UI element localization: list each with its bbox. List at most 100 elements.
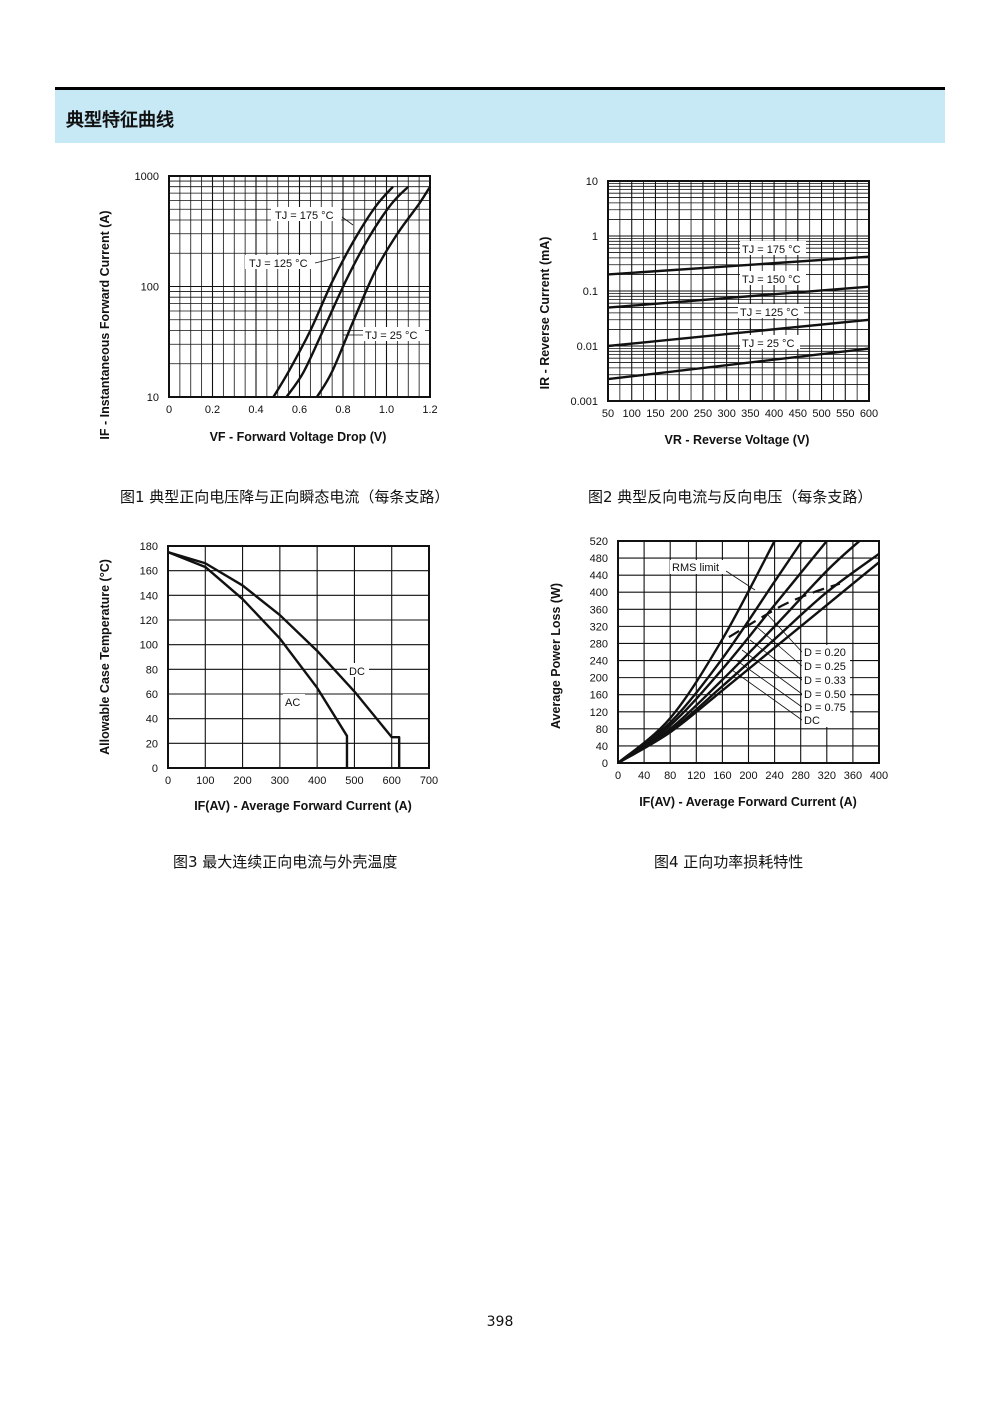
fig4-legend-d033: D = 0.33 (804, 675, 846, 687)
fig1-series-line-1 (285, 185, 410, 398)
fig4-y-tick: 520 (590, 536, 608, 548)
fig4-y-tick: 200 (590, 673, 608, 685)
fig2-x-tick: 200 (670, 408, 688, 420)
fig2-x-tick: 50 (602, 408, 614, 420)
fig3-y-axis-label: Allowable Case Temperature (°C) (98, 559, 112, 755)
fig2-y-tick: 0.1 (583, 286, 598, 298)
fig2-y-tick: 0.001 (570, 396, 598, 408)
fig4-x-tick: 0 (615, 770, 621, 782)
fig4-y-tick: 120 (590, 707, 608, 719)
fig3-y-tick: 140 (140, 590, 158, 602)
fig3-caption: 图3 最大连续正向电流与外壳温度 (173, 853, 398, 871)
fig4-series-group (617, 540, 880, 765)
fig1-y-tick: 100 (141, 282, 159, 294)
fig4-x-tick: 360 (844, 770, 862, 782)
fig4-legend-d020: D = 0.20 (804, 647, 846, 659)
fig2-series-group (607, 255, 870, 381)
fig2-legend-25: TJ = 25 °C (742, 338, 794, 350)
fig4-y-tick: 320 (590, 621, 608, 633)
fig1-x-axis-label: VF - Forward Voltage Drop (V) (210, 430, 387, 444)
fig1-y-tick: 10 (147, 392, 159, 404)
fig4-y-tick: 40 (596, 741, 608, 753)
fig1-x-tick: 1.0 (379, 404, 394, 416)
header-rule (55, 87, 945, 90)
fig3-legend-dc: DC (349, 666, 365, 678)
fig1-series-line-0 (272, 185, 394, 398)
fig3-y-tick: 160 (140, 566, 158, 578)
fig1-x-tick: 0.4 (248, 404, 263, 416)
fig4-y-tick: 400 (590, 587, 608, 599)
fig2-series-line-3 (607, 347, 870, 381)
fig4-series-line-6 (728, 582, 841, 639)
fig4-series-line-1 (617, 540, 803, 764)
fig2-annot-150: TJ = 150 °C (740, 271, 806, 286)
fig3-plot-frame (167, 545, 430, 769)
fig4-x-tick: 80 (664, 770, 676, 782)
fig1-x-tick: 0.2 (205, 404, 220, 416)
fig2-tick-labels: 50 100 150 200 250 300 350 400 450 500 550 600 0.001… (570, 176, 878, 420)
fig4-x-axis-label: IF(AV) - Average Forward Current (A) (639, 795, 857, 809)
fig3-tick-labels: 0 100 200 300 400 500 600 700 0 20 40 60 80 100 120 140… (140, 541, 439, 787)
fig4-y-axis-label: Average Power Loss (W) (549, 583, 563, 729)
fig4-legend-dc: DC (804, 715, 820, 727)
fig2-x-tick: 550 (836, 408, 854, 420)
fig3-y-tick: 80 (146, 664, 158, 676)
fig2-legend-125: TJ = 125 °C (740, 307, 799, 319)
fig2-x-tick: 500 (812, 408, 830, 420)
fig4-x-tick: 40 (638, 770, 650, 782)
fig3-y-tick: 20 (146, 738, 158, 750)
fig4-x-tick: 280 (792, 770, 810, 782)
fig1-chart: 0 0.2 0.4 0.6 0.8 1.0 1.2 10 100 1000 VF - Forwar… (98, 171, 438, 444)
fig1-legend-125: TJ = 125 °C (249, 258, 308, 270)
fig4-x-tick: 400 (870, 770, 888, 782)
fig2-x-axis-label: VR - Reverse Voltage (V) (665, 433, 810, 447)
fig4-y-tick: 240 (590, 656, 608, 668)
fig4-legend-rms: RMS limit (672, 562, 719, 574)
fig4-x-tick: 120 (687, 770, 705, 782)
page-number: 398 (486, 1314, 514, 1330)
fig1-annot-25: TJ = 25 °C (343, 327, 425, 342)
fig1-x-tick: 1.2 (422, 404, 437, 416)
fig3-y-tick: 120 (140, 615, 158, 627)
fig1-y-axis-label: IF - Instantaneous Forward Current (A) (98, 210, 112, 439)
fig3-x-tick: 500 (345, 775, 363, 787)
fig4-series-line-2 (617, 540, 828, 764)
fig2-caption: 图2 典型反向电流与反向电压（每条支路） (588, 488, 873, 506)
fig4-series-line-5 (617, 561, 880, 765)
fig4-x-tick: 160 (713, 770, 731, 782)
fig4-chart: 0 40 80 120 160 200 240 280 320 360 400 0 40 80 120 160… (549, 536, 888, 809)
fig2-x-tick: 250 (694, 408, 712, 420)
fig4-legend-d075: D = 0.75 (804, 702, 846, 714)
fig2-x-tick: 300 (717, 408, 735, 420)
fig2-legend-150: TJ = 150 °C (742, 274, 801, 286)
fig4-legend-d025: D = 0.25 (804, 661, 846, 673)
fig3-y-tick: 100 (140, 640, 158, 652)
fig1-legend-175: TJ = 175 °C (275, 210, 334, 222)
fig3-y-tick: 180 (140, 541, 158, 553)
fig4-y-tick: 160 (590, 690, 608, 702)
fig2-annot-125: TJ = 125 °C (738, 304, 804, 319)
fig4-y-tick: 360 (590, 604, 608, 616)
fig4-caption: 图4 正向功率损耗特性 (654, 853, 804, 871)
fig1-x-tick: 0.6 (292, 404, 307, 416)
fig2-y-tick: 1 (592, 231, 598, 243)
fig4-annot-rms: RMS limit (670, 560, 756, 591)
fig2-plot-frame (607, 180, 870, 402)
fig1-caption: 图1 典型正向电压降与正向瞬态电流（每条支路） (120, 488, 450, 506)
fig1-annot-125: TJ = 125 °C (245, 255, 341, 270)
fig1-x-tick: 0.8 (335, 404, 350, 416)
fig4-y-tick: 280 (590, 638, 608, 650)
fig3-y-tick: 40 (146, 714, 158, 726)
fig2-x-tick: 150 (646, 408, 664, 420)
fig2-x-tick: 600 (860, 408, 878, 420)
fig1-plot-frame (168, 175, 431, 398)
fig4-duty-labels: D = 0.20 D = 0.25 D = 0.33 D = 0.50 D = … (731, 614, 850, 727)
fig2-x-tick: 400 (765, 408, 783, 420)
fig1-x-tick: 0 (166, 404, 172, 416)
fig3-series-line-1 (167, 551, 349, 768)
fig2-chart: 50 100 150 200 250 300 350 400 450 500 550 600 0.001… (538, 176, 878, 447)
fig3-x-axis-label: IF(AV) - Average Forward Current (A) (194, 799, 412, 813)
fig3-x-tick: 700 (420, 775, 438, 787)
section-title: 典型特征曲线 (66, 110, 174, 131)
fig3-x-tick: 100 (196, 775, 214, 787)
